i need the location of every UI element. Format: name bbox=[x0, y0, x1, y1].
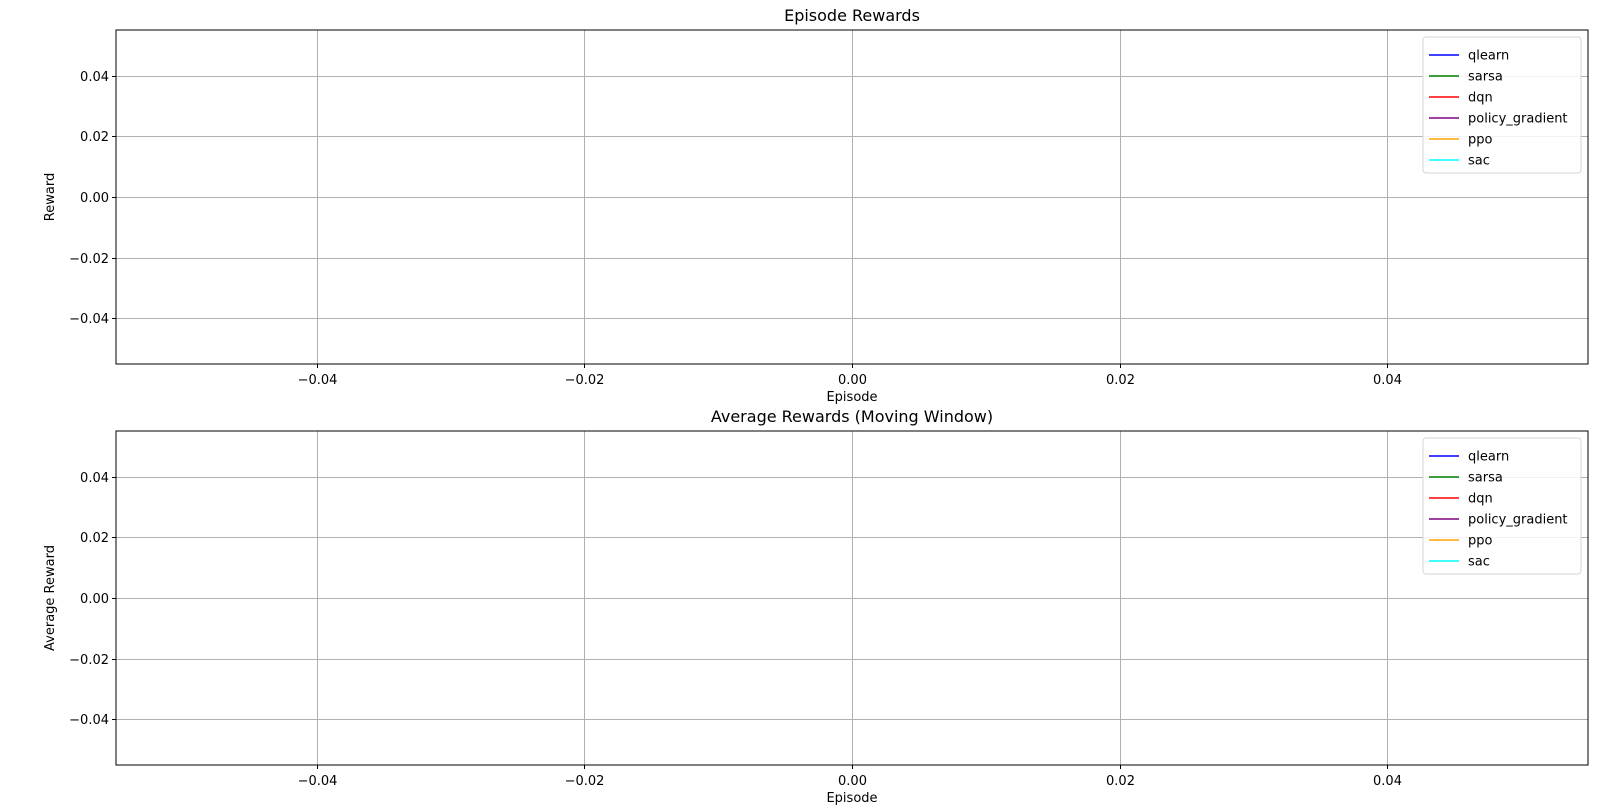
chart-2: −0.04 −0.02 0.00 0.02 0.04 0.04 0.02 0.00 −0.02 −… bbox=[43, 407, 1589, 806]
chart-title: Episode Rewards bbox=[784, 6, 920, 25]
x-tick-label: 0.02 bbox=[1106, 373, 1135, 388]
y-tick-label: 0.00 bbox=[80, 191, 109, 206]
x-tick-label: 0.04 bbox=[1373, 774, 1402, 789]
x-tick-label: −0.02 bbox=[565, 373, 605, 388]
x-tick-label: 0.00 bbox=[838, 774, 867, 789]
x-axis-label: Episode bbox=[826, 791, 877, 806]
y-tick-label: 0.04 bbox=[80, 471, 109, 486]
chart-title: Average Rewards (Moving Window) bbox=[711, 407, 993, 426]
legend-box bbox=[1422, 437, 1582, 575]
x-tick-label: 0.02 bbox=[1106, 774, 1135, 789]
x-tick-label: 0.00 bbox=[838, 373, 867, 388]
legend-label: ppo bbox=[1468, 534, 1493, 549]
y-axis-label: Average Reward bbox=[43, 545, 58, 651]
legend-label: dqn bbox=[1468, 91, 1493, 106]
legend-box bbox=[1422, 36, 1582, 174]
legend-label: qlearn bbox=[1468, 450, 1509, 465]
y-axis-label: Reward bbox=[43, 173, 58, 221]
legend-label: policy_gradient bbox=[1468, 513, 1568, 528]
x-tick-label: −0.02 bbox=[565, 774, 605, 789]
legend-label: policy_gradient bbox=[1468, 112, 1568, 127]
x-tick-label: −0.04 bbox=[298, 774, 338, 789]
legend-label: ppo bbox=[1468, 133, 1493, 148]
x-tick-label: −0.04 bbox=[298, 373, 338, 388]
y-tick-label: −0.02 bbox=[69, 653, 109, 668]
legend-label: qlearn bbox=[1468, 49, 1509, 64]
legend-label: sarsa bbox=[1468, 471, 1503, 486]
y-tick-label: −0.04 bbox=[69, 713, 109, 728]
legend-label: sarsa bbox=[1468, 70, 1503, 85]
y-tick-label: 0.00 bbox=[80, 592, 109, 607]
legend-label: sac bbox=[1468, 555, 1490, 570]
legend-label: dqn bbox=[1468, 492, 1493, 507]
y-tick-label: 0.02 bbox=[80, 130, 109, 145]
x-axis-label: Episode bbox=[826, 390, 877, 405]
y-tick-label: 0.04 bbox=[80, 70, 109, 85]
chart-1: −0.04 −0.02 0.00 0.02 0.04 0.04 0.02 0.00 −0.02 −… bbox=[43, 6, 1589, 405]
legend-label: sac bbox=[1468, 154, 1490, 169]
y-tick-label: −0.02 bbox=[69, 252, 109, 267]
y-tick-label: 0.02 bbox=[80, 531, 109, 546]
x-tick-label: 0.04 bbox=[1373, 373, 1402, 388]
y-tick-label: −0.04 bbox=[69, 312, 109, 327]
